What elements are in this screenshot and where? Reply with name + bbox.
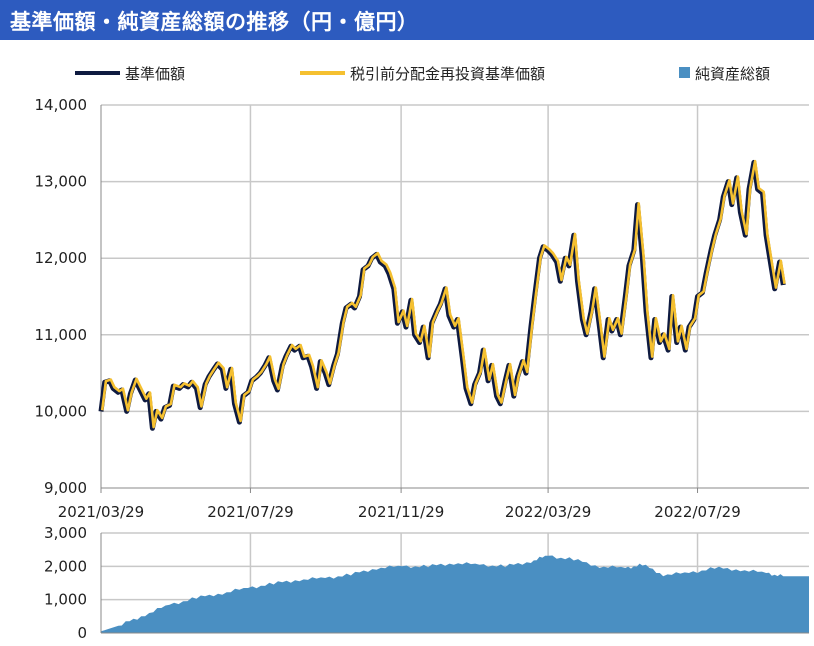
x-tick-label: 2021/07/29 (207, 503, 293, 521)
y-tick-label-bottom: 1,000 (44, 591, 87, 609)
x-tick-label: 2022/03/29 (505, 503, 591, 521)
chart-title: 基準価額・純資産総額の推移（円・億円） (10, 10, 419, 34)
y-tick-label: 11,000 (35, 326, 88, 344)
y-tick-label-bottom: 3,000 (44, 524, 87, 542)
series-line-nav (98, 159, 786, 431)
title-bar: 基準価額・純資産総額の推移（円・億円） (0, 0, 814, 40)
y-tick-label: 12,000 (35, 249, 88, 267)
y-tick-label: 14,000 (35, 96, 88, 114)
legend-label-nav: 基準価額 (125, 65, 185, 83)
y-tick-label-bottom: 0 (77, 624, 87, 642)
legend-swatch-net-assets (679, 67, 690, 78)
legend-label-reinvested: 税引前分配金再投資基準価額 (350, 65, 545, 83)
legend: 基準価額 税引前分配金再投資基準価額 純資産総額 (75, 65, 770, 83)
y-tick-label-bottom: 2,000 (44, 557, 87, 575)
x-tick-label: 2021/03/29 (58, 503, 144, 521)
net-assets-plot: 0 1,000 2,000 3,000 (44, 524, 809, 642)
series-area-net-assets (101, 555, 809, 633)
y-tick-label: 10,000 (35, 402, 88, 420)
nav-plot: 9,000 10,000 11,000 12,000 13,000 14,000 2021/… (35, 96, 809, 521)
y-tick-label: 9,000 (44, 479, 87, 497)
y-tick-label: 13,000 (35, 173, 88, 191)
series-line-reinvested (100, 159, 786, 429)
x-tick-label: 2022/07/29 (654, 503, 740, 521)
legend-label-net-assets: 純資産総額 (695, 65, 770, 83)
x-tick-label: 2021/11/29 (358, 503, 444, 521)
